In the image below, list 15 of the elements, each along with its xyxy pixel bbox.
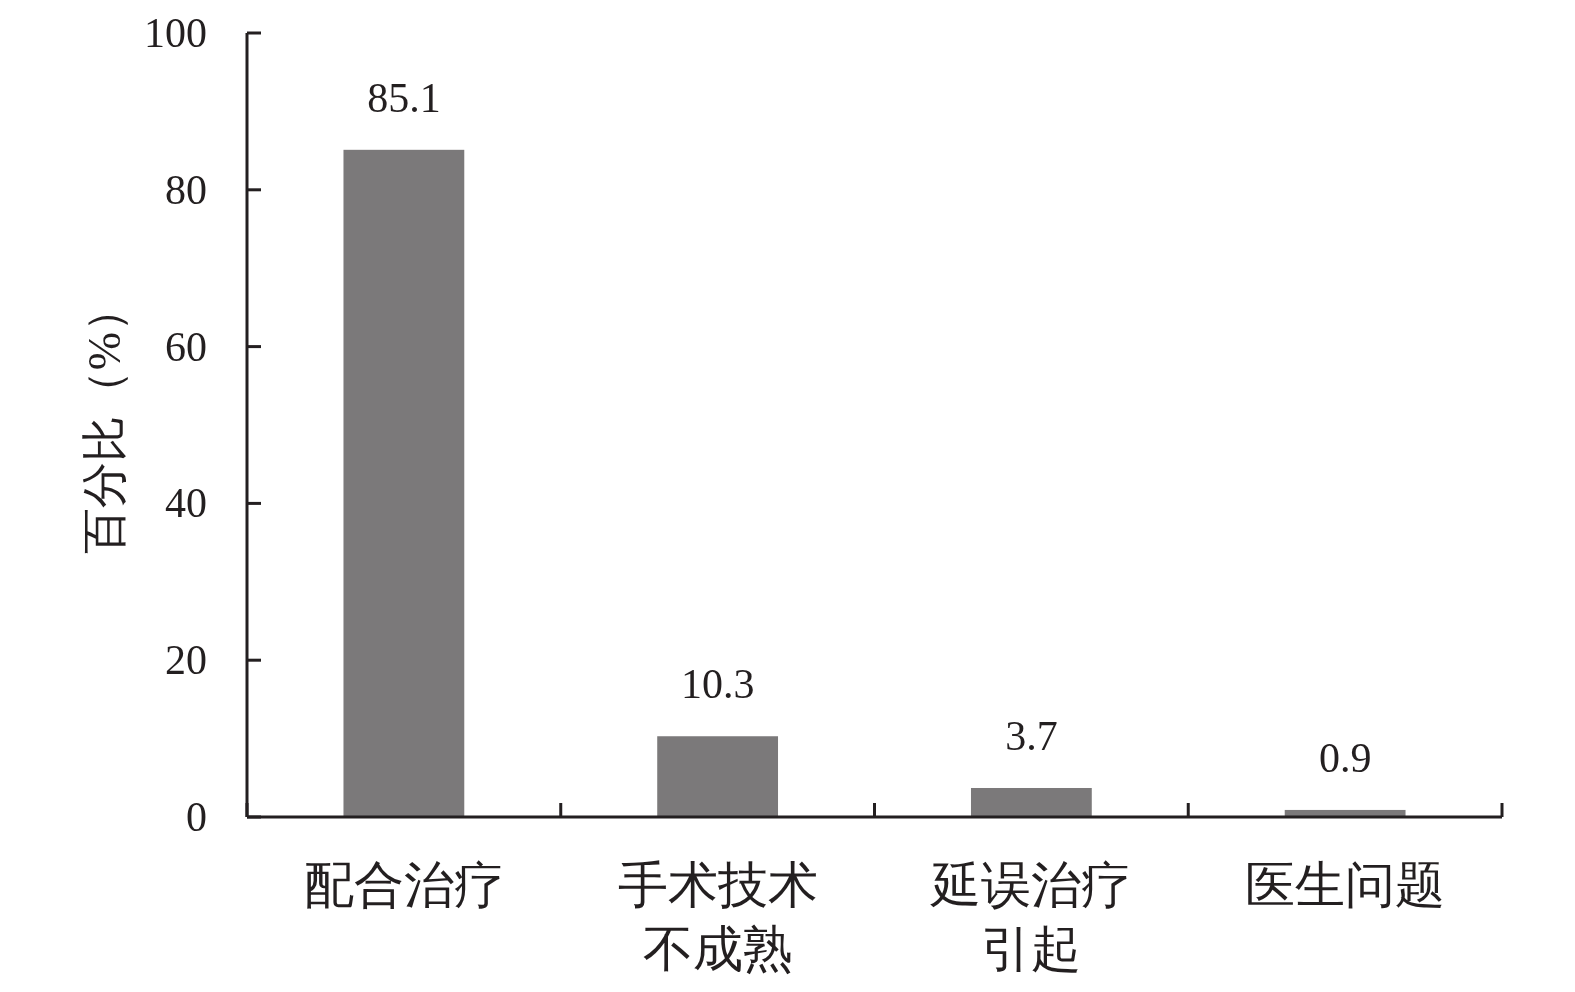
- data-label: 85.1: [367, 74, 441, 121]
- x-tick-label: 延误治疗引起: [930, 857, 1132, 977]
- x-tick-label: 手术技术不成熟: [617, 857, 818, 977]
- x-tick-label: 医生问题: [1245, 857, 1446, 913]
- y-tick-label: 80: [165, 166, 207, 213]
- y-tick-label: 20: [165, 637, 207, 684]
- y-tick-label: 60: [165, 323, 207, 370]
- data-label: 3.7: [1005, 712, 1058, 759]
- x-tick-label: 配合治疗: [303, 857, 504, 913]
- y-tick-label: 40: [165, 480, 207, 527]
- y-tick-label: 100: [144, 10, 207, 56]
- data-label: 10.3: [680, 661, 755, 708]
- y-tick-label: 0: [186, 794, 207, 840]
- data-label: 0.9: [1318, 734, 1372, 781]
- y-axis-title: 百分比（%）: [79, 285, 130, 555]
